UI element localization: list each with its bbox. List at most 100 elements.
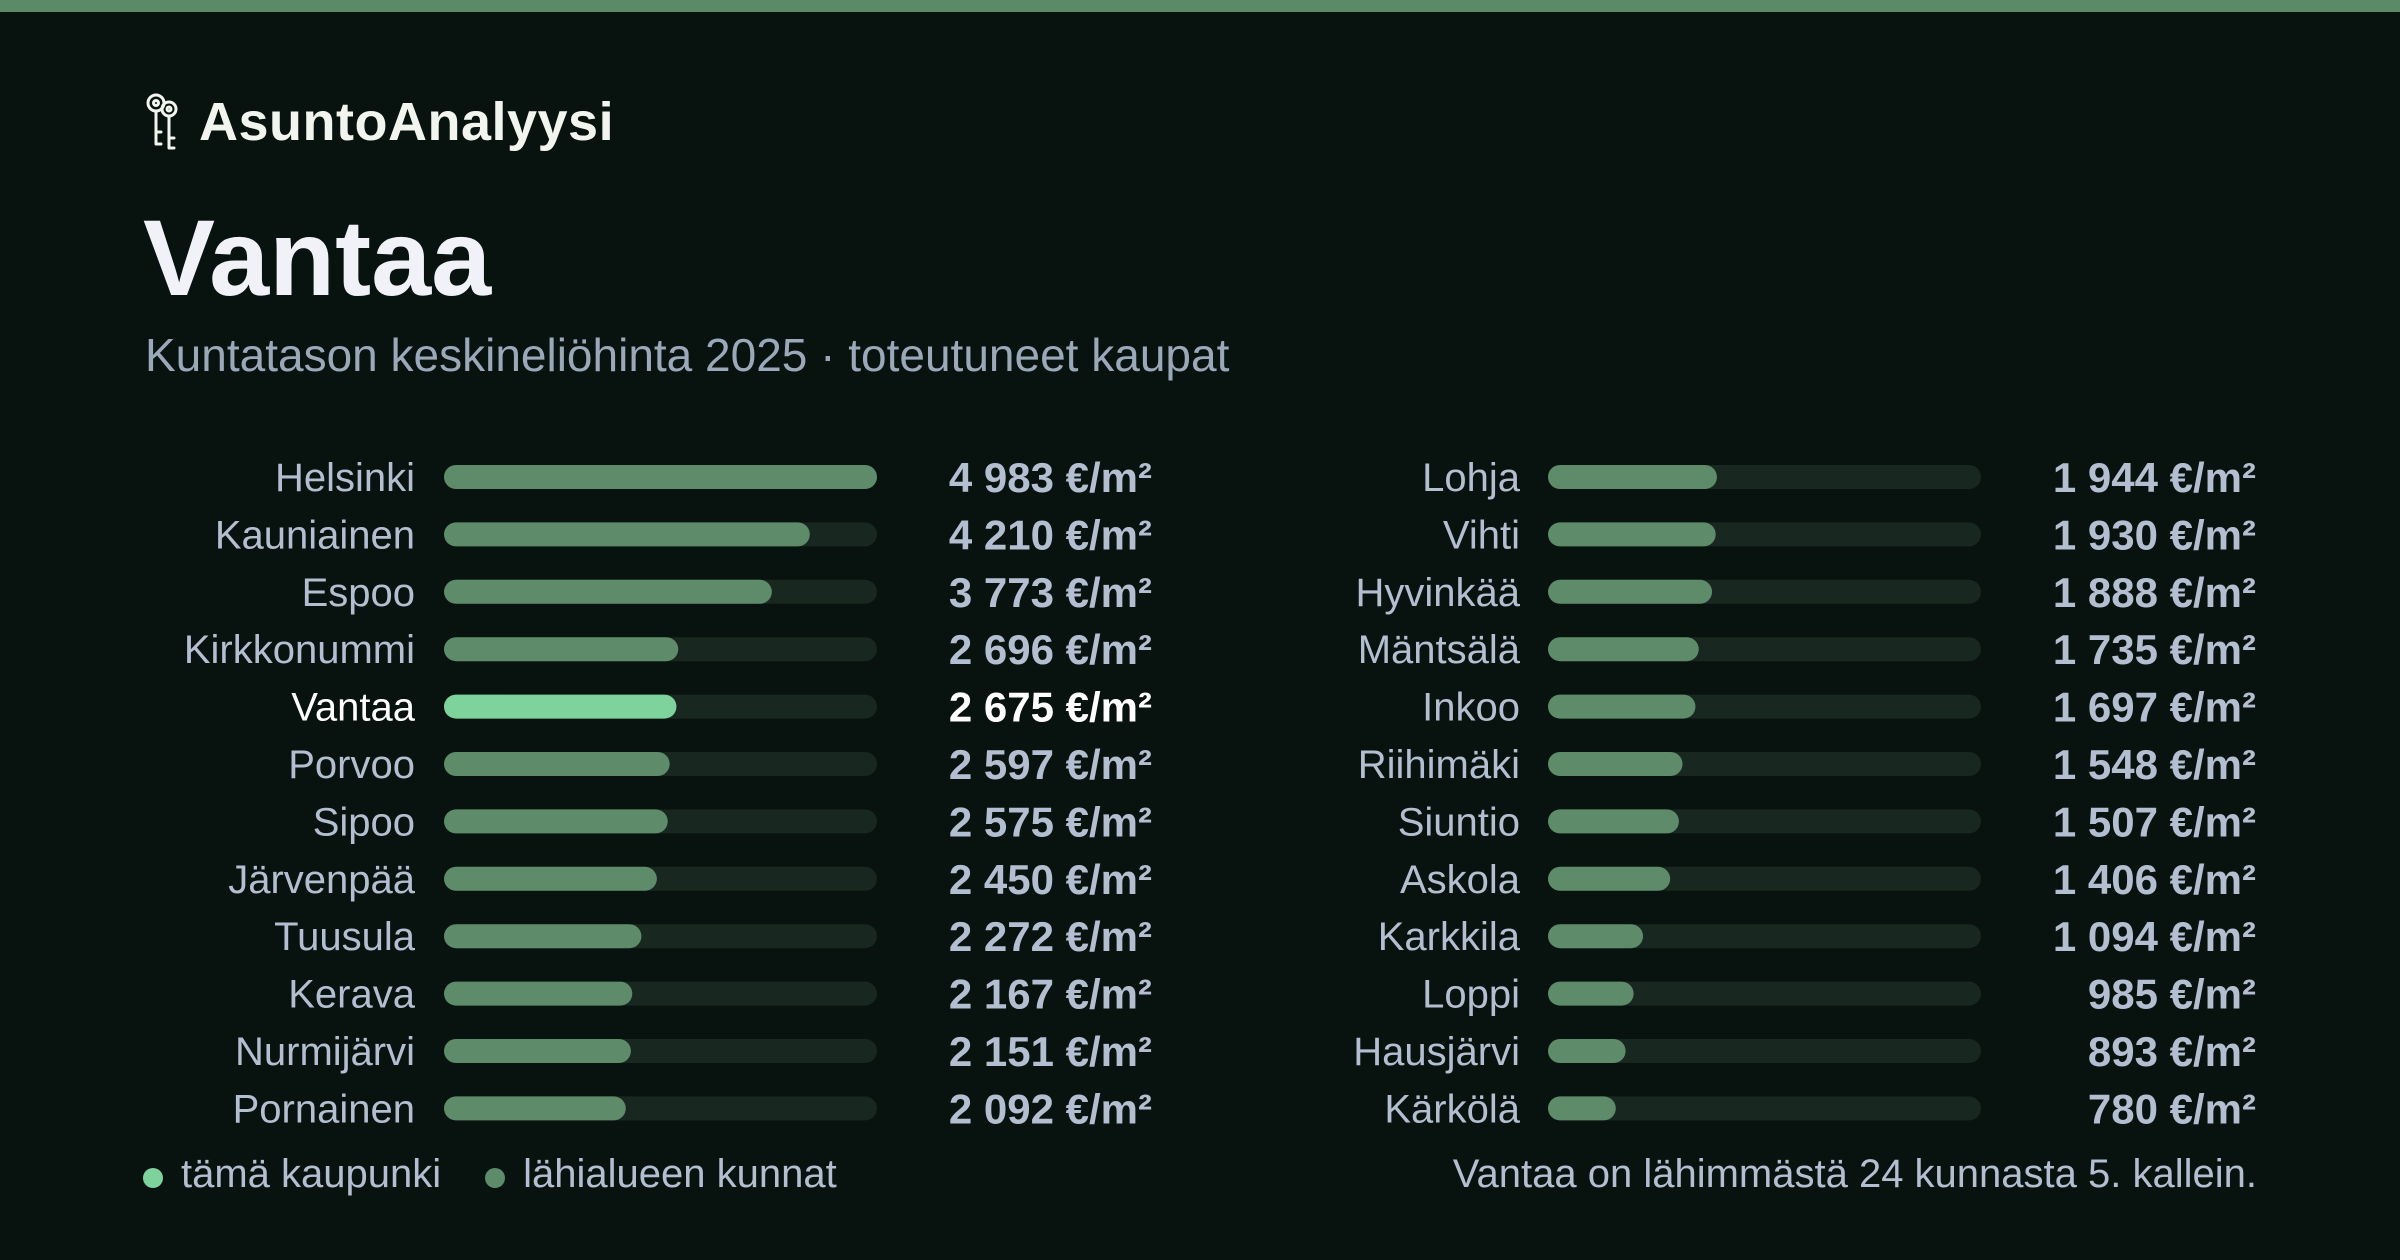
bar-value-hausjarvi: 893 €/m² xyxy=(2088,1028,2256,1075)
legend: tämä kaupunki lähialueen kunnat xyxy=(143,1152,881,1197)
bar-mantsala xyxy=(1548,637,1699,662)
legend-item-nearby: lähialueen kunnat xyxy=(485,1152,837,1197)
bar-label-askola: Askola xyxy=(1400,858,1521,902)
legend-dot-normal xyxy=(485,1167,506,1188)
bar-tuusula xyxy=(444,924,642,949)
legend-label-this-city: tämä kaupunki xyxy=(181,1152,442,1196)
bar-track-askola xyxy=(1548,866,1981,891)
bar-track-mantsala xyxy=(1548,637,1981,662)
bar-value-karkkila: 1 094 €/m² xyxy=(2053,913,2256,960)
bar-label-vantaa: Vantaa xyxy=(291,686,416,730)
bar-value-jarvenpaa: 2 450 €/m² xyxy=(949,856,1152,903)
bar-value-porvoo: 2 597 €/m² xyxy=(949,741,1152,788)
legend-item-this-city: tämä kaupunki xyxy=(143,1152,441,1197)
bar-label-porvoo: Porvoo xyxy=(288,743,415,787)
bar-siuntio xyxy=(1548,809,1679,834)
bar-value-vantaa: 2 675 €/m² xyxy=(949,684,1152,731)
bar-porvoo xyxy=(444,752,670,776)
bar-value-mantsala: 1 735 €/m² xyxy=(2053,626,2256,673)
bar-label-karkola: Kärkölä xyxy=(1384,1087,1520,1131)
bar-track-jarvenpaa xyxy=(444,866,877,891)
bar-track-porvoo xyxy=(444,752,877,776)
bar-value-kerava: 2 167 €/m² xyxy=(949,971,1152,1018)
bar-track-siuntio xyxy=(1548,809,1981,834)
bar-label-inkoo: Inkoo xyxy=(1422,686,1520,730)
bar-label-karkkila: Karkkila xyxy=(1378,915,1521,959)
bar-track-helsinki xyxy=(444,465,877,489)
bar-track-inkoo xyxy=(1548,694,1981,719)
bar-track-espoo xyxy=(444,579,877,604)
bar-value-askola: 1 406 €/m² xyxy=(2053,856,2256,903)
bar-kauniainen xyxy=(444,522,810,547)
bar-track-hyvinkaa xyxy=(1548,579,1981,604)
bar-value-loppi: 985 €/m² xyxy=(2088,971,2256,1018)
bar-label-hausjarvi: Hausjärvi xyxy=(1353,1030,1520,1074)
brand-name: AsuntoAnalyysi xyxy=(199,92,615,152)
bar-pornainen xyxy=(444,1096,626,1121)
bar-value-pornainen: 2 092 €/m² xyxy=(949,1085,1152,1132)
bar-value-helsinki: 4 983 €/m² xyxy=(949,454,1152,501)
bar-track-pornainen xyxy=(444,1096,877,1121)
bar-track-kauniainen xyxy=(444,522,877,547)
bar-track-vihti xyxy=(1548,522,1981,547)
bar-label-kauniainen: Kauniainen xyxy=(215,513,415,557)
bar-value-espoo: 3 773 €/m² xyxy=(949,569,1152,616)
bar-track-kirkkonummi xyxy=(444,637,877,662)
bar-value-inkoo: 1 697 €/m² xyxy=(2053,684,2256,731)
bar-track-vantaa xyxy=(444,694,877,719)
bar-karkola xyxy=(1548,1096,1616,1121)
bar-inkoo xyxy=(1548,694,1696,719)
bar-value-lohja: 1 944 €/m² xyxy=(2053,454,2256,501)
brand: AsuntoAnalyysi xyxy=(143,88,614,156)
top-accent-bar xyxy=(0,0,2400,12)
ranking-footnote: Vantaa on lähimmästä 24 kunnasta 5. kall… xyxy=(1452,1152,2257,1196)
bar-track-lohja xyxy=(1548,465,1981,489)
bar-label-lohja: Lohja xyxy=(1422,456,1521,500)
bar-label-espoo: Espoo xyxy=(302,571,415,615)
bar-loppi xyxy=(1548,981,1634,1006)
keys-icon xyxy=(146,93,178,150)
bar-jarvenpaa xyxy=(444,866,657,891)
bar-label-jarvenpaa: Järvenpää xyxy=(228,858,416,902)
bar-sipoo xyxy=(444,809,668,834)
bar-track-tuusula xyxy=(444,924,877,949)
bar-riihimaki xyxy=(1548,752,1683,776)
bar-label-loppi: Loppi xyxy=(1422,973,1520,1017)
bar-vantaa xyxy=(444,694,677,719)
bar-label-kerava: Kerava xyxy=(288,973,415,1017)
bar-label-vihti: Vihti xyxy=(1443,513,1520,557)
bar-vihti xyxy=(1548,522,1716,547)
bar-kerava xyxy=(444,981,633,1006)
bar-label-kirkkonummi: Kirkkonummi xyxy=(184,628,415,672)
bar-espoo xyxy=(444,579,772,604)
bar-value-kauniainen: 4 210 €/m² xyxy=(949,511,1152,558)
bar-label-mantsala: Mäntsälä xyxy=(1358,628,1521,672)
bar-label-hyvinkaa: Hyvinkää xyxy=(1355,571,1520,615)
bar-kirkkonummi xyxy=(444,637,679,662)
bar-label-helsinki: Helsinki xyxy=(275,456,415,500)
bar-track-kerava xyxy=(444,981,877,1006)
bar-karkkila xyxy=(1548,924,1644,949)
legend-label-nearby: lähialueen kunnat xyxy=(523,1152,837,1196)
bar-label-sipoo: Sipoo xyxy=(313,800,415,844)
bar-value-sipoo: 2 575 €/m² xyxy=(949,798,1152,845)
bar-hausjarvi xyxy=(1548,1039,1626,1063)
bar-value-hyvinkaa: 1 888 €/m² xyxy=(2053,569,2256,616)
legend-dot-highlight xyxy=(143,1167,163,1188)
bar-label-tuusula: Tuusula xyxy=(274,915,416,959)
bar-askola xyxy=(1548,866,1671,891)
bar-hyvinkaa xyxy=(1548,579,1713,604)
bar-value-siuntio: 1 507 €/m² xyxy=(2053,798,2256,845)
page-subtitle: Kuntatason keskineliöhinta 2025 · toteut… xyxy=(145,329,1230,381)
bar-helsinki xyxy=(444,465,877,489)
bar-label-siuntio: Siuntio xyxy=(1398,800,1520,844)
bar-value-kirkkonummi: 2 696 €/m² xyxy=(949,626,1152,673)
bar-track-nurmijarvi xyxy=(444,1039,877,1063)
bar-value-karkola: 780 €/m² xyxy=(2088,1085,2256,1132)
bar-value-nurmijarvi: 2 151 €/m² xyxy=(949,1028,1152,1075)
bar-label-riihimaki: Riihimäki xyxy=(1358,743,1520,787)
bar-value-riihimaki: 1 548 €/m² xyxy=(2053,741,2256,788)
bar-track-sipoo xyxy=(444,809,877,834)
page-title: Vantaa xyxy=(143,197,492,318)
